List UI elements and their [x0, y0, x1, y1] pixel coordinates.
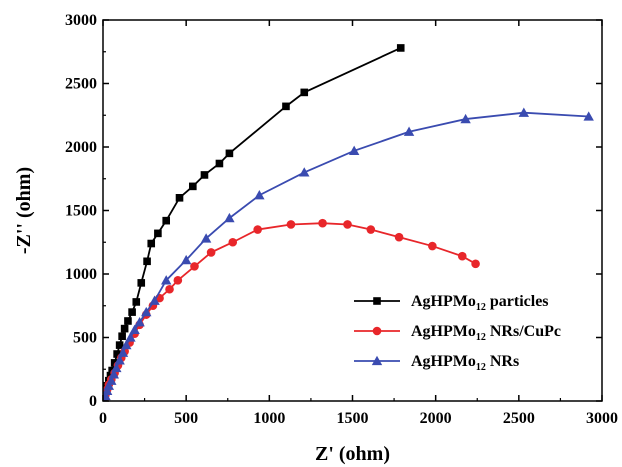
data-point-nrs: [224, 212, 235, 223]
data-point-particles: [154, 229, 162, 238]
data-point-nrs_cupc: [206, 248, 216, 257]
legend-marker-particles: [373, 297, 381, 305]
data-point-nrs: [161, 275, 172, 285]
data-point-particles: [147, 239, 156, 248]
data-point-nrs: [106, 375, 117, 385]
data-point-particles: [115, 341, 124, 349]
x-tick-label: 0: [99, 410, 107, 427]
data-point-particles: [215, 159, 224, 168]
data-point-particles: [189, 182, 197, 191]
data-point-particles: [132, 298, 141, 306]
data-point-nrs_cupc: [228, 237, 238, 247]
data-point-nrs_cupc: [318, 218, 327, 228]
data-point-nrs: [134, 317, 145, 327]
data-point-nrs: [403, 126, 415, 136]
data-point-nrs: [518, 107, 530, 117]
x-axis-title: Z' (ohm): [315, 443, 390, 465]
y-tick-label: 0: [89, 393, 97, 410]
plot-frame: [102, 19, 603, 402]
data-point-nrs_cupc: [366, 225, 376, 234]
data-point-particles: [175, 194, 184, 202]
data-point-nrs_cupc: [165, 284, 174, 294]
data-point-nrs: [103, 380, 115, 390]
data-point-particles: [396, 44, 405, 52]
data-point-nrs: [180, 254, 192, 265]
series-nrs: [103, 107, 594, 401]
legend-label-nrs_cupc: AgHPMo12 NRs/CuPc: [411, 323, 561, 343]
data-point-nrs_cupc: [173, 276, 183, 285]
data-point-nrs: [149, 295, 160, 305]
data-point-particles: [124, 317, 132, 325]
data-point-particles: [200, 171, 209, 179]
data-point-nrs_cupc: [394, 232, 404, 242]
legend-item-nrs_cupc: AgHPMo12 NRs/CuPc: [354, 323, 561, 343]
data-point-particles: [128, 308, 136, 316]
y-axis-title: -Z'' (ohm): [13, 167, 35, 254]
data-point-nrs: [103, 385, 113, 395]
series-nrs_cupc: [103, 218, 480, 401]
series-line-particles: [103, 47, 402, 397]
data-point-particles: [225, 149, 234, 158]
data-point-nrs: [114, 355, 125, 365]
data-point-nrs: [583, 111, 594, 121]
data-point-nrs: [108, 369, 120, 379]
legend-item-particles: AgHPMo12 particles: [354, 293, 549, 313]
data-point-particles: [137, 279, 146, 287]
data-point-nrs_cupc: [343, 220, 352, 229]
data-point-nrs_cupc: [190, 262, 199, 271]
y-tick-label: 2500: [65, 76, 97, 93]
y-tick-label: 500: [73, 330, 97, 347]
data-point-particles: [113, 350, 121, 358]
y-tick-label: 3000: [65, 12, 97, 29]
y-tick-label: 1000: [65, 266, 97, 283]
legend-marker-nrs_cupc: [372, 326, 382, 336]
legend-label-particles: AgHPMo12 particles: [411, 293, 549, 313]
data-point-nrs: [129, 324, 140, 335]
data-point-particles: [162, 216, 171, 225]
y-tick-label: 1500: [65, 203, 97, 220]
axes: 0 500 1000 1500 2000 2500 3000 0 500 1000 1500 2000…: [65, 12, 618, 427]
data-point-nrs: [254, 190, 265, 200]
legend-label-nrs: AgHPMo12 NRs: [411, 353, 519, 373]
data-point-nrs: [200, 233, 212, 243]
data-point-nrs_cupc: [428, 241, 437, 251]
data-point-nrs: [111, 362, 122, 373]
data-point-nrs: [121, 339, 132, 350]
data-point-nrs: [117, 347, 129, 357]
data-point-particles: [120, 324, 129, 333]
legend-marker-nrs: [371, 355, 383, 366]
data-point-nrs_cupc: [471, 259, 480, 269]
data-point-nrs: [125, 332, 136, 342]
data-point-particles: [282, 102, 290, 111]
x-tick-label: 500: [174, 410, 198, 427]
plot-area: [103, 44, 594, 401]
data-point-nrs: [141, 306, 152, 317]
x-tick-label: 2000: [420, 410, 452, 427]
data-point-nrs: [348, 145, 360, 155]
x-tick-label: 2500: [503, 410, 535, 427]
data-point-particles: [300, 88, 309, 97]
data-point-nrs_cupc: [286, 220, 296, 229]
x-tick-label: 1500: [337, 410, 369, 427]
data-point-particles: [118, 332, 126, 341]
y-tick-label: 2000: [65, 139, 97, 156]
x-tick-label: 3000: [586, 410, 618, 427]
series-particles: [103, 44, 405, 400]
x-tick-label: 1000: [253, 410, 285, 427]
legend-item-nrs: AgHPMo12 NRs: [354, 353, 519, 373]
data-point-nrs: [460, 113, 471, 124]
data-point-nrs_cupc: [457, 251, 467, 261]
series-line-nrs_cupc: [103, 222, 477, 399]
data-point-nrs: [299, 167, 310, 177]
data-point-particles: [143, 257, 151, 266]
legend: AgHPMo12 particles AgHPMo12 NRs/CuPc AgHPM…: [354, 293, 561, 373]
data-point-nrs_cupc: [253, 225, 262, 234]
